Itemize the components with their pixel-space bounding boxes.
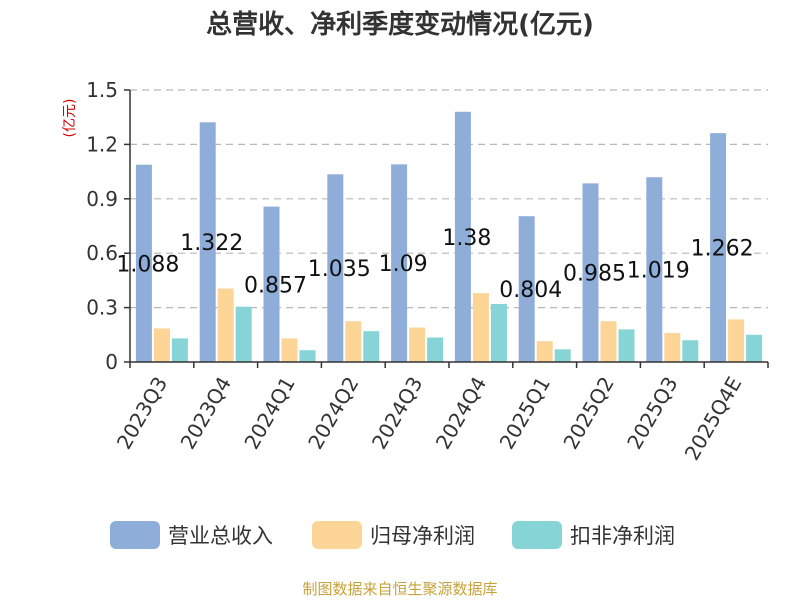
chart-title: 总营收、净利季度变动情况(亿元)	[206, 9, 594, 40]
legend: 营业总收入 归母净利润 扣非净利润	[110, 521, 675, 549]
bar-1-7	[600, 321, 617, 362]
data-label: 1.262	[691, 237, 754, 262]
bar-1-3	[345, 321, 362, 362]
x-tick-label: 2025Q4E	[680, 373, 747, 465]
bars	[135, 111, 763, 362]
bar-0-6	[518, 216, 535, 362]
data-label: 1.019	[627, 259, 690, 284]
bar-0-0	[135, 164, 152, 362]
x-tick-label: 2024Q1	[239, 373, 299, 454]
data-label: 1.035	[308, 257, 371, 282]
y-axis-unit: (亿元)	[62, 99, 78, 138]
bar-1-0	[153, 328, 170, 362]
legend-swatch	[512, 521, 562, 549]
bar-1-1	[217, 288, 234, 362]
bar-1-4	[409, 327, 426, 362]
bar-0-2	[263, 206, 280, 362]
bar-2-3	[363, 331, 380, 362]
data-label: 1.38	[442, 226, 491, 251]
source-note: 制图数据来自恒生聚源数据库	[302, 580, 497, 598]
bar-1-9	[728, 319, 745, 362]
bar-0-4	[391, 164, 408, 362]
y-tick-label: 1.2	[86, 132, 118, 156]
bar-2-5	[490, 303, 507, 362]
legend-item-0[interactable]: 营业总收入	[110, 521, 273, 549]
bar-1-6	[536, 341, 553, 362]
x-tick-label: 2025Q2	[558, 373, 618, 454]
bar-2-1	[235, 306, 252, 362]
bar-2-4	[427, 337, 444, 362]
legend-label: 营业总收入	[168, 524, 273, 548]
bar-2-2	[299, 350, 316, 362]
legend-swatch	[110, 521, 160, 549]
legend-label: 扣非净利润	[570, 524, 675, 548]
x-tick-label: 2025Q1	[495, 373, 555, 454]
bar-0-1	[199, 122, 216, 362]
bar-0-5	[454, 111, 471, 362]
data-label: 0.985	[563, 262, 626, 287]
y-tick-label: 1.5	[86, 78, 118, 102]
data-label: 0.857	[244, 273, 307, 298]
data-label: 1.322	[180, 231, 243, 256]
bar-2-9	[746, 334, 763, 362]
bar-1-8	[664, 332, 681, 362]
data-label: 0.804	[499, 278, 562, 303]
y-tick-label: 0.3	[86, 296, 118, 320]
bar-0-7	[582, 183, 599, 362]
x-tick-label: 2024Q2	[303, 373, 363, 454]
y-tick-label: 0.6	[86, 241, 118, 265]
y-tick-label: 0	[105, 350, 118, 374]
x-tick-label: 2023Q4	[176, 373, 236, 454]
bar-1-5	[472, 293, 489, 362]
bar-0-9	[710, 133, 727, 362]
x-tick-label: 2024Q4	[431, 373, 491, 454]
bar-0-8	[646, 177, 663, 362]
y-ticks: 0 0.3 0.6 0.9 1.2 1.5	[86, 78, 130, 374]
legend-label: 归母净利润	[370, 524, 475, 548]
x-tick-label: 2025Q3	[622, 373, 682, 454]
y-tick-label: 0.9	[86, 187, 118, 211]
bar-2-6	[554, 349, 571, 362]
legend-swatch	[312, 521, 362, 549]
bar-1-2	[281, 338, 298, 362]
bar-2-7	[618, 329, 635, 362]
x-tick-label: 2023Q3	[112, 373, 172, 454]
x-ticks: 2023Q3 2023Q4 2024Q1 2024Q2 2024Q3 2024Q4 2025…	[112, 362, 769, 465]
data-label: 1.09	[379, 252, 428, 277]
legend-item-2[interactable]: 扣非净利润	[512, 521, 675, 549]
bar-2-8	[682, 340, 699, 362]
x-tick-label: 2024Q3	[367, 373, 427, 454]
bar-0-3	[327, 174, 344, 362]
data-label: 1.088	[116, 252, 179, 277]
bar-2-0	[171, 338, 188, 362]
legend-item-1[interactable]: 归母净利润	[312, 521, 475, 549]
